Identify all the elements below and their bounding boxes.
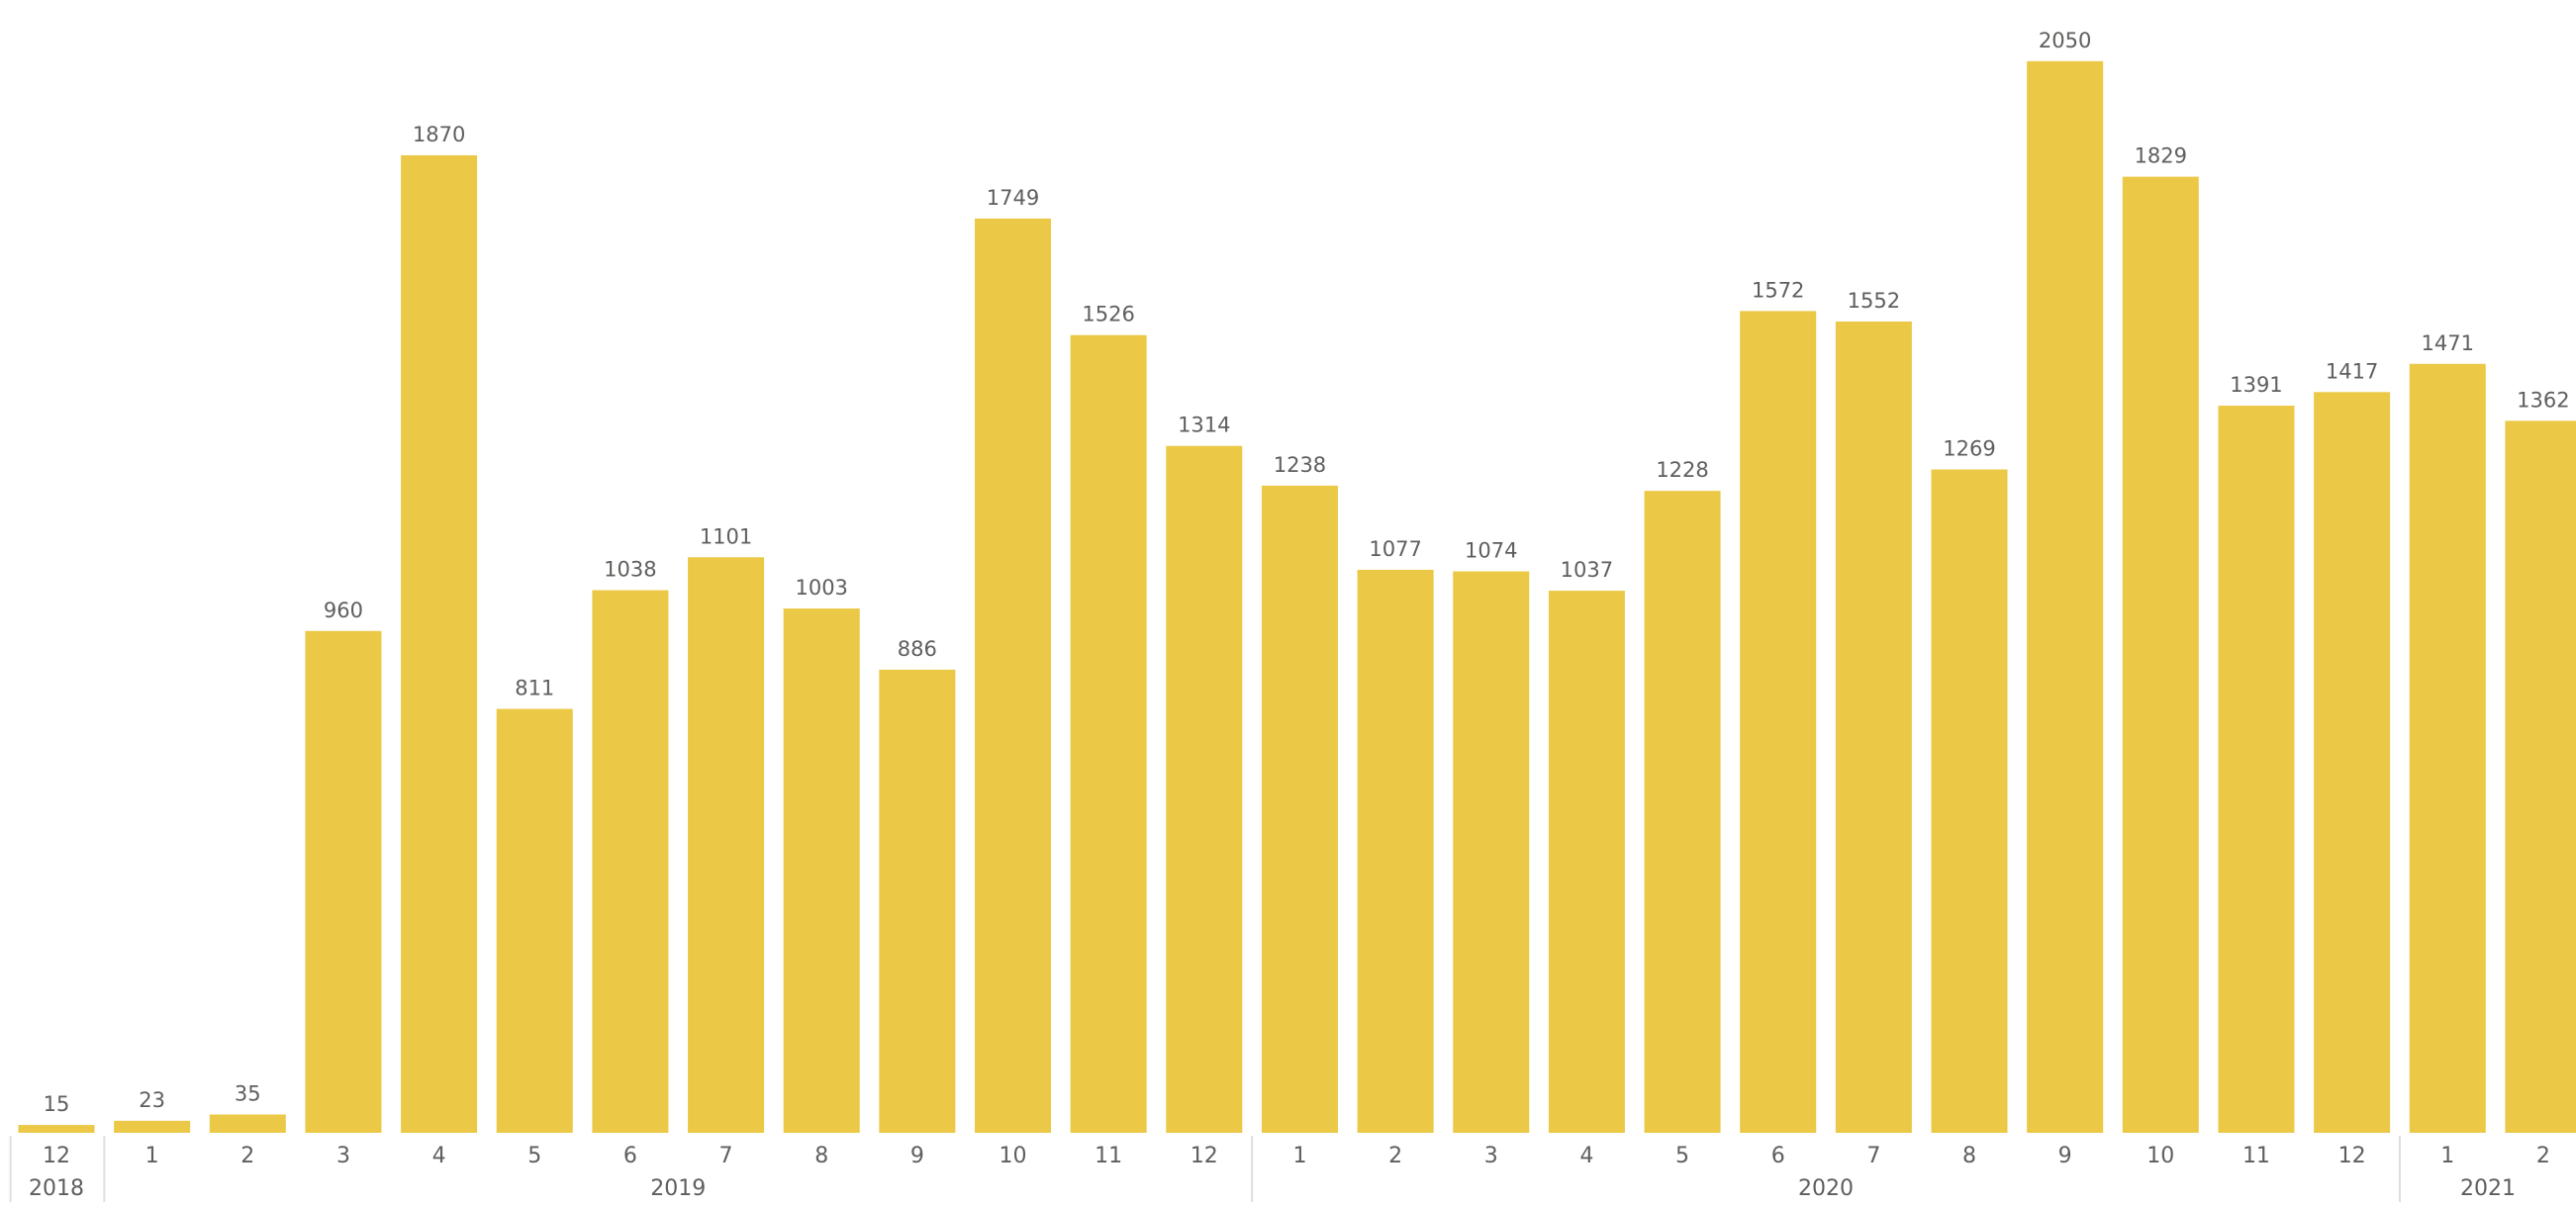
data-label: 1074 xyxy=(1465,539,1517,563)
data-label: 35 xyxy=(235,1082,261,1106)
x-tick-label: 2 xyxy=(1388,1144,1402,1168)
bar[interactable] xyxy=(1166,446,1242,1133)
bar[interactable] xyxy=(592,591,668,1133)
data-label: 1228 xyxy=(1656,458,1708,482)
bar[interactable] xyxy=(497,709,573,1134)
year-label: 2021 xyxy=(2460,1176,2516,1201)
bar[interactable] xyxy=(879,670,955,1133)
data-label: 1552 xyxy=(1848,289,1900,313)
x-tick-label: 2 xyxy=(240,1144,254,1168)
bar[interactable] xyxy=(1453,572,1529,1133)
bar[interactable] xyxy=(210,1115,286,1133)
year-label: 2019 xyxy=(650,1176,706,1201)
bar[interactable] xyxy=(2123,177,2199,1133)
data-label: 811 xyxy=(515,677,554,700)
bar[interactable] xyxy=(1358,570,1434,1133)
x-tick-label: 4 xyxy=(1579,1144,1593,1168)
data-label: 1870 xyxy=(413,123,465,146)
x-tick-label: 2 xyxy=(2536,1144,2550,1168)
x-tick-label: 8 xyxy=(1962,1144,1976,1168)
bar[interactable] xyxy=(2505,420,2576,1133)
bar[interactable] xyxy=(401,155,477,1133)
x-tick-label: 11 xyxy=(2242,1144,2270,1168)
bar[interactable] xyxy=(1645,491,1721,1133)
x-tick-label: 1 xyxy=(2440,1144,2454,1168)
bar[interactable] xyxy=(305,631,381,1133)
data-label: 1077 xyxy=(1369,537,1421,561)
x-tick-label: 5 xyxy=(1675,1144,1689,1168)
x-tick-label: 10 xyxy=(2147,1144,2174,1168)
x-tick-label: 12 xyxy=(2338,1144,2366,1168)
data-label: 1526 xyxy=(1082,303,1134,326)
bars-layer xyxy=(19,61,2576,1133)
data-label: 1037 xyxy=(1561,558,1613,582)
bar[interactable] xyxy=(688,557,764,1133)
x-tick-label: 8 xyxy=(814,1144,828,1168)
bar[interactable] xyxy=(2027,61,2103,1133)
x-tick-label: 6 xyxy=(1771,1144,1785,1168)
data-label: 1391 xyxy=(2230,373,2282,397)
data-label: 1829 xyxy=(2135,144,2187,168)
x-tick-label: 11 xyxy=(1095,1144,1122,1168)
bar[interactable] xyxy=(784,608,860,1133)
x-tick-label: 9 xyxy=(910,1144,924,1168)
bar[interactable] xyxy=(1262,486,1338,1133)
data-label: 1471 xyxy=(2422,331,2474,355)
bar[interactable] xyxy=(1549,591,1625,1133)
bar[interactable] xyxy=(19,1125,95,1133)
data-label: 2050 xyxy=(2039,29,2091,52)
data-label: 960 xyxy=(324,599,363,622)
data-label: 1269 xyxy=(1943,437,1995,461)
x-tick-label: 1 xyxy=(145,1144,159,1168)
data-label: 1314 xyxy=(1178,414,1230,437)
x-tick-label: 3 xyxy=(1484,1144,1498,1168)
year-label: 2020 xyxy=(1798,1176,1854,1201)
data-label: 886 xyxy=(898,637,937,661)
bar[interactable] xyxy=(1071,335,1147,1133)
x-tick-label: 12 xyxy=(1191,1144,1218,1168)
data-label: 1749 xyxy=(987,186,1039,210)
data-label: 1417 xyxy=(2326,359,2378,383)
x-tick-label: 7 xyxy=(719,1144,733,1168)
bar[interactable] xyxy=(1836,322,1912,1133)
data-label: 15 xyxy=(44,1092,70,1116)
bar[interactable] xyxy=(975,219,1051,1133)
year-label: 2018 xyxy=(29,1176,84,1201)
bar[interactable] xyxy=(1932,470,2008,1134)
x-tick-label: 6 xyxy=(623,1144,637,1168)
x-tick-label: 10 xyxy=(1000,1144,1027,1168)
data-label: 1003 xyxy=(795,576,847,600)
bar[interactable] xyxy=(2314,392,2390,1133)
x-tick-label: 12 xyxy=(43,1144,70,1168)
x-tick-label: 3 xyxy=(336,1144,350,1168)
bar[interactable] xyxy=(2410,364,2486,1133)
data-label: 1362 xyxy=(2517,388,2569,412)
x-tick-label: 5 xyxy=(527,1144,541,1168)
data-label: 1101 xyxy=(700,524,752,548)
x-tick-label: 9 xyxy=(2058,1144,2072,1168)
bar[interactable] xyxy=(114,1121,190,1133)
bar[interactable] xyxy=(2218,406,2294,1133)
x-tick-label: 1 xyxy=(1292,1144,1306,1168)
data-label: 1572 xyxy=(1752,278,1804,302)
x-tick-label: 7 xyxy=(1866,1144,1880,1168)
x-tick-label: 4 xyxy=(432,1144,446,1168)
data-label: 1038 xyxy=(604,558,656,582)
data-label: 1238 xyxy=(1274,453,1326,477)
bar[interactable] xyxy=(1740,311,1816,1133)
data-label: 23 xyxy=(139,1088,165,1112)
